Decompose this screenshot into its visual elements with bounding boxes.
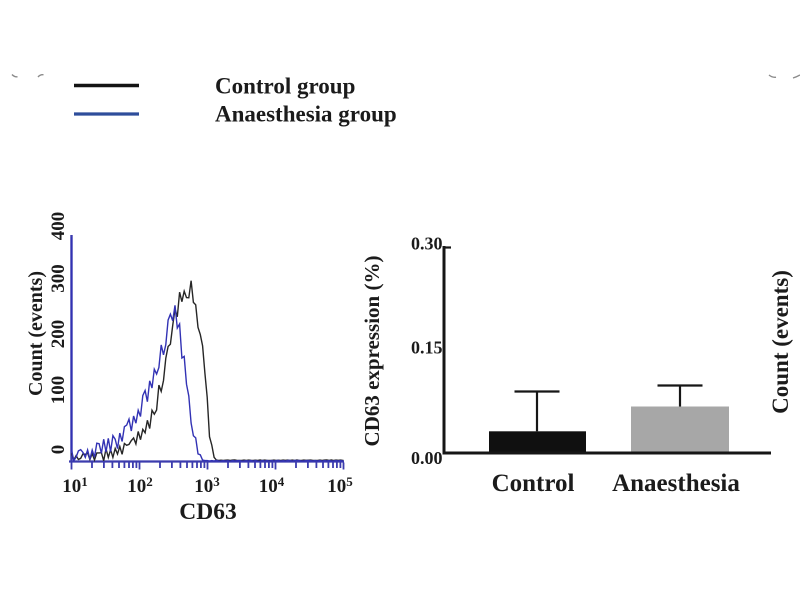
svg-text:0.15: 0.15: [411, 338, 443, 358]
svg-text:Anaesthesia group: Anaesthesia group: [215, 102, 397, 127]
svg-text:Anaesthesia: Anaesthesia: [612, 470, 740, 497]
svg-text:Control group: Control group: [215, 74, 355, 99]
svg-text:Count (events): Count (events): [25, 271, 47, 396]
svg-text:100: 100: [48, 376, 69, 405]
svg-text:CD63 expression (%): CD63 expression (%): [360, 256, 384, 447]
svg-text:300: 300: [48, 264, 69, 293]
svg-text:0: 0: [48, 445, 69, 455]
svg-text:Count (events): Count (events): [768, 270, 793, 414]
svg-text:Control: Control: [492, 470, 575, 497]
svg-text:400: 400: [48, 212, 69, 241]
svg-text:200: 200: [48, 320, 69, 349]
svg-text:0.30: 0.30: [411, 234, 443, 254]
svg-text:0.00: 0.00: [411, 448, 443, 468]
svg-text:CD63: CD63: [179, 499, 236, 525]
